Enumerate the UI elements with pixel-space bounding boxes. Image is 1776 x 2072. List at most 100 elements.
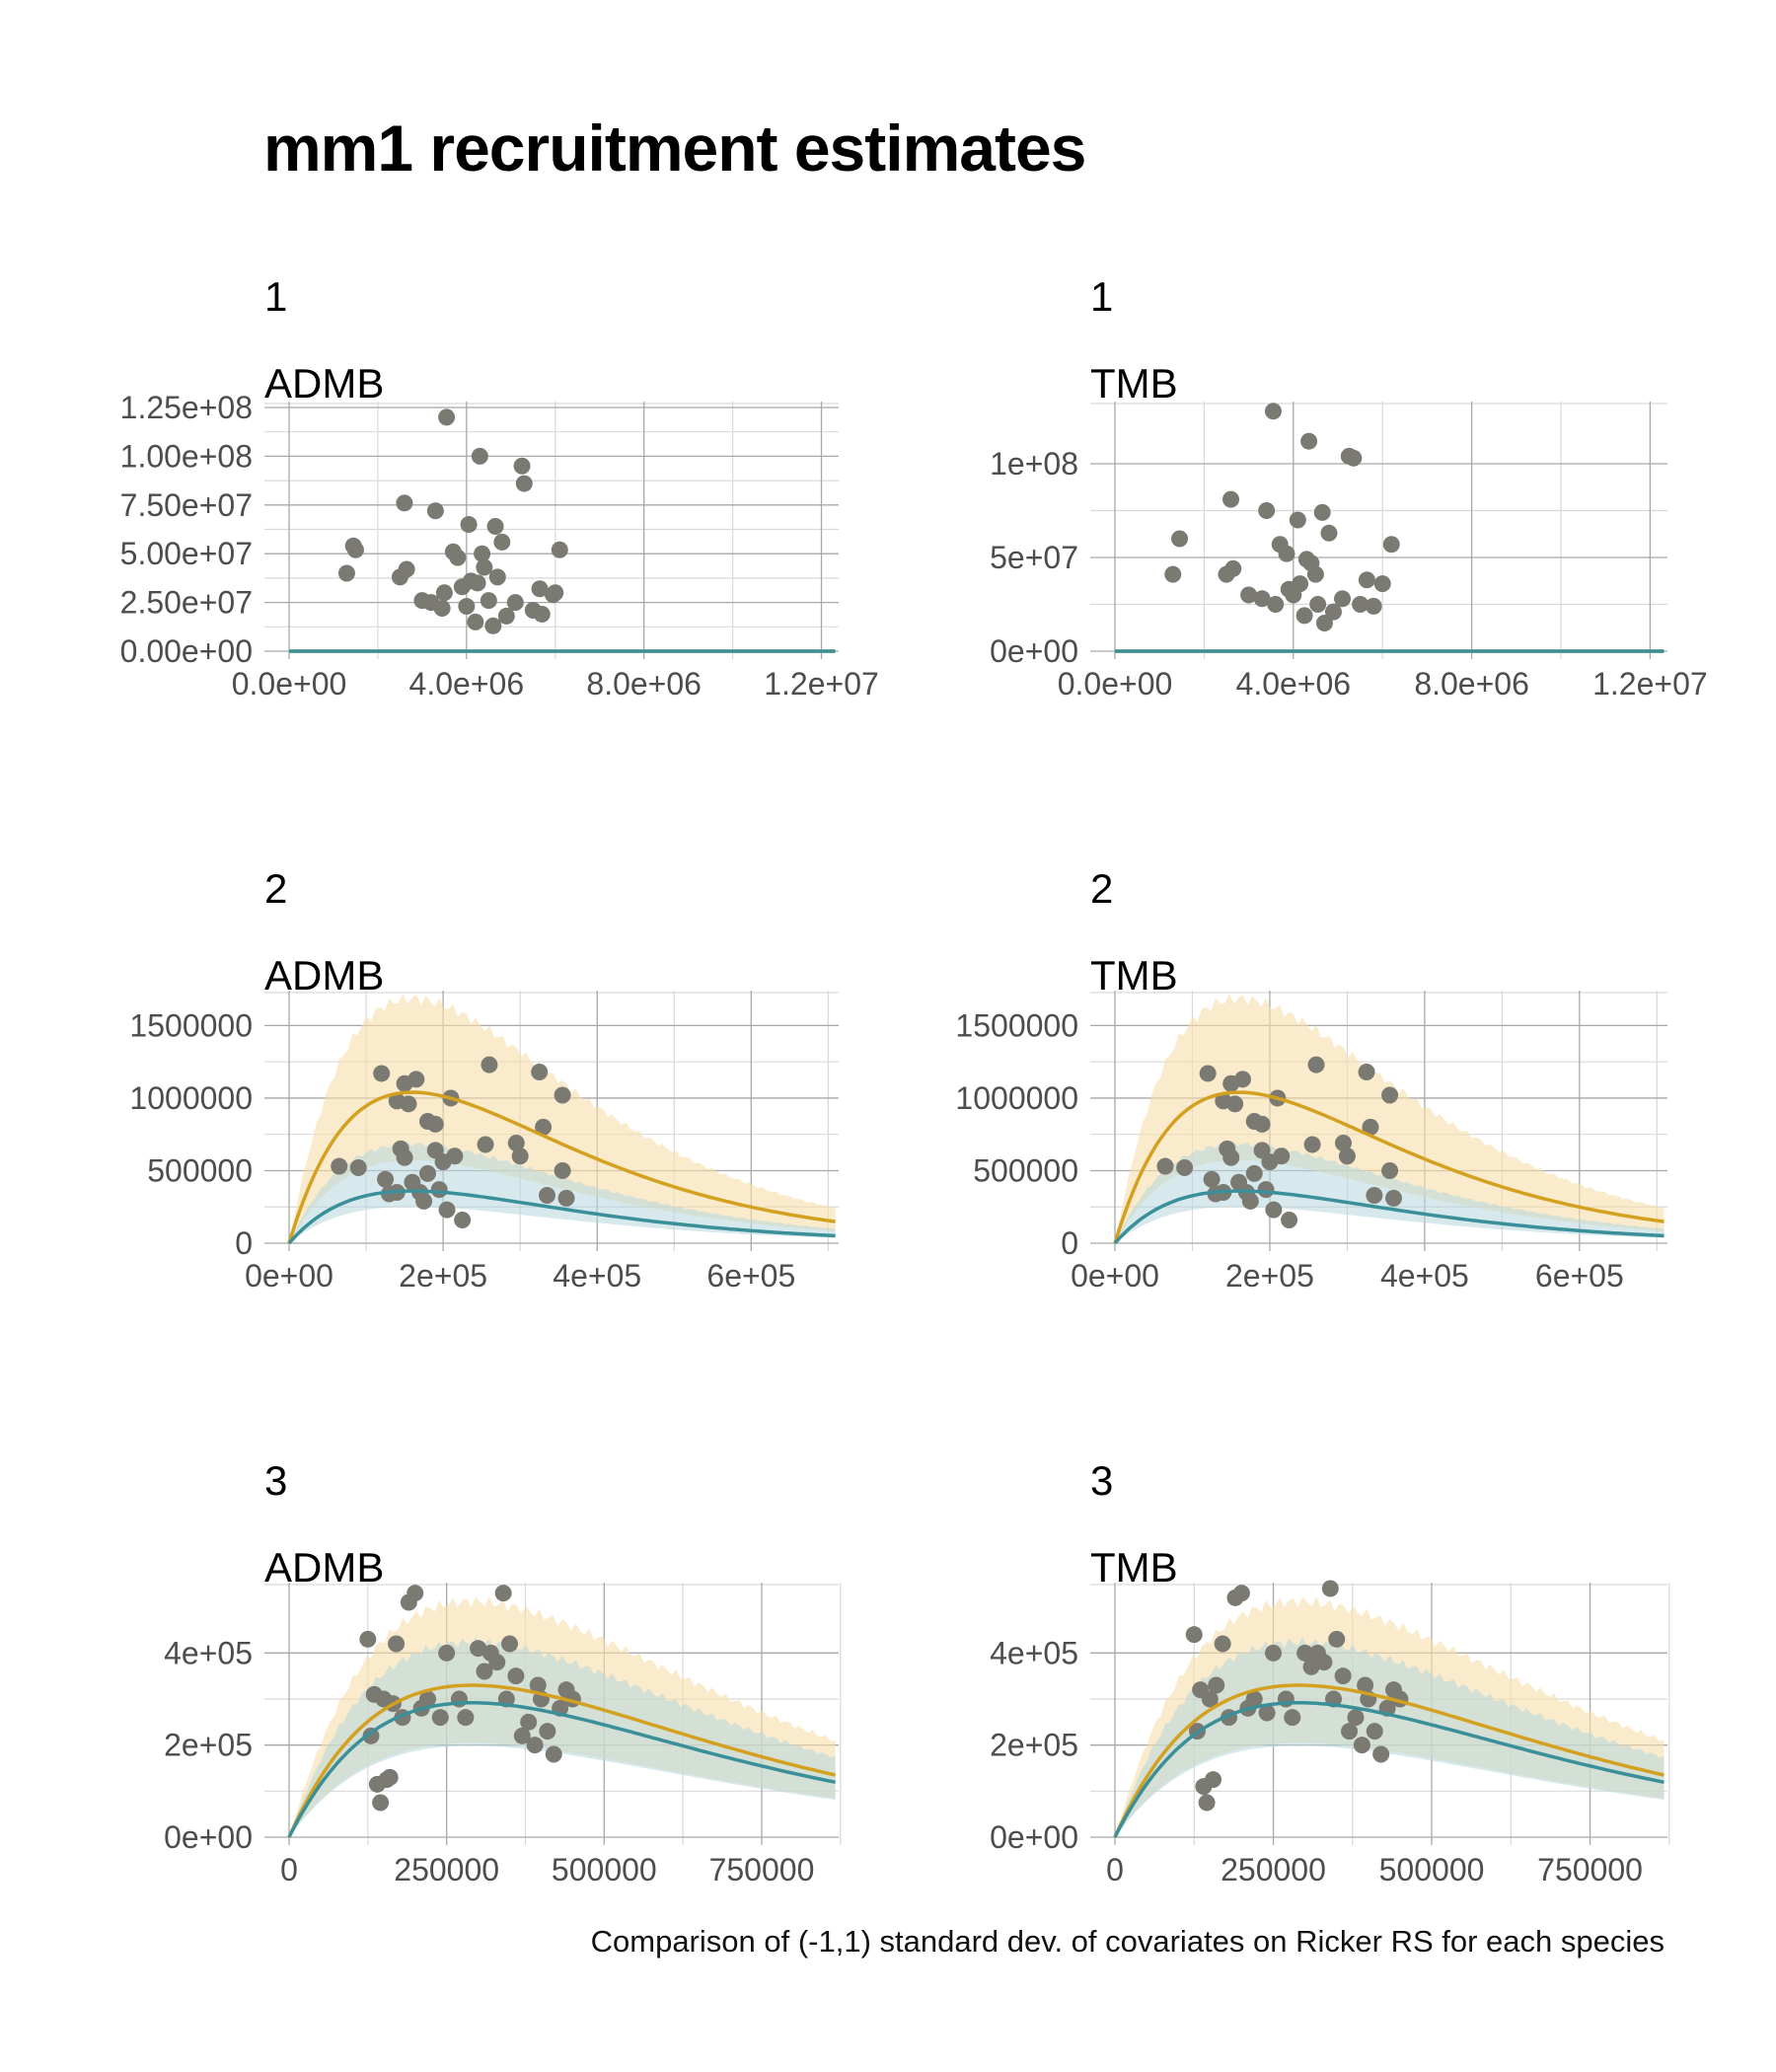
data-point <box>457 1709 475 1727</box>
data-point <box>1334 1667 1352 1685</box>
data-point <box>480 592 497 610</box>
data-point <box>1292 575 1309 593</box>
data-point <box>346 541 364 558</box>
data-point <box>1245 1690 1263 1708</box>
panel-1-admb: 1 ADMB 0.00e+00 2.50e+07 5.00e+07 7.50e+07 1.0… <box>120 273 879 702</box>
data-point <box>1341 1723 1359 1740</box>
panel-1-tmb: 1 TMB 0e+00 5e+07 1e+08 0.0e+00 4.0e+06 8.0e+06… <box>990 273 1708 702</box>
data-point <box>1253 1115 1271 1133</box>
data-point <box>1222 490 1240 508</box>
strip-model-label: ADMB <box>264 952 384 999</box>
data-point <box>476 1663 493 1680</box>
y-tick-label: 5e+07 <box>990 540 1078 575</box>
data-point <box>398 560 415 578</box>
data-point <box>1338 1147 1356 1165</box>
data-point <box>407 1071 425 1088</box>
data-point <box>396 494 413 512</box>
data-point <box>396 1148 413 1166</box>
data-point <box>1199 1065 1217 1082</box>
data-point <box>1358 571 1375 589</box>
strip-species-label: 3 <box>264 1457 287 1504</box>
y-tick-label: 1000000 <box>129 1080 253 1116</box>
data-point <box>1357 1676 1374 1694</box>
x-tick-label: 8.0e+06 <box>1414 666 1529 702</box>
data-point <box>426 1115 444 1133</box>
y-tick-label: 0.00e+00 <box>120 633 253 669</box>
data-point <box>415 1192 433 1210</box>
data-point <box>477 1136 494 1153</box>
data-point <box>1373 575 1391 593</box>
strip-species-label: 3 <box>1090 1457 1113 1504</box>
data-point <box>1303 1136 1321 1153</box>
data-point <box>1281 1211 1298 1228</box>
y-tick-label: 4e+05 <box>164 1635 253 1670</box>
data-point <box>501 1635 519 1653</box>
data-point <box>506 594 524 612</box>
x-tick-label: 750000 <box>709 1852 815 1887</box>
strip-species-label: 2 <box>1090 865 1113 912</box>
x-tick-label: 2e+05 <box>1225 1258 1314 1294</box>
data-point <box>1366 1723 1383 1740</box>
data-point <box>1307 1056 1325 1073</box>
ricker-line-high <box>1113 1090 1665 1244</box>
data-point <box>430 1181 448 1199</box>
strip-species-label: 1 <box>264 273 287 320</box>
data-point <box>1334 590 1352 608</box>
panel-2-tmb: 2 TMB 0 500000 1000000 1500000 0e+00 2e+05 4e+05… <box>955 865 1667 1294</box>
data-point <box>359 1630 377 1648</box>
y-tick-label: 1.25e+08 <box>120 390 253 425</box>
strip-model-label: TMB <box>1090 1544 1178 1591</box>
data-point <box>1241 1192 1259 1210</box>
y-tick-label: 1000000 <box>955 1080 1078 1116</box>
ricker-line-high <box>1113 1683 1665 1838</box>
data-point <box>1253 590 1271 608</box>
data-point <box>539 1723 556 1740</box>
data-point <box>1295 607 1313 625</box>
strip-model-label: ADMB <box>264 360 384 407</box>
strip-species-label: 2 <box>264 865 287 912</box>
chart-title: mm1 recruitment estimates <box>263 111 1086 185</box>
data-point <box>446 1147 464 1165</box>
y-tick-label: 0e+00 <box>164 1819 253 1855</box>
ricker-line-low <box>1113 1189 1665 1245</box>
data-point <box>1381 1086 1399 1104</box>
band-high <box>289 994 836 1243</box>
data-point <box>531 580 549 598</box>
x-tick-label: 750000 <box>1537 1852 1643 1887</box>
data-point <box>1176 1159 1194 1177</box>
data-point <box>1313 503 1331 521</box>
data-point <box>1224 559 1242 577</box>
data-point <box>484 617 502 634</box>
ricker-line-low <box>1113 1700 1665 1838</box>
data-point <box>486 518 504 536</box>
data-point <box>488 568 506 586</box>
data-point <box>481 1056 498 1073</box>
data-point <box>458 598 476 616</box>
data-point <box>1208 1676 1225 1694</box>
data-point <box>1245 1164 1263 1182</box>
data-point <box>1309 596 1327 613</box>
x-tick-label: 250000 <box>394 1852 499 1887</box>
data-point <box>407 1585 424 1602</box>
data-point <box>538 1186 555 1204</box>
panel-2-admb: 2 ADMB 0 500000 1000000 1500000 0e+00 2e+05 4e+0… <box>129 865 839 1294</box>
data-point <box>1198 1794 1216 1812</box>
data-point <box>554 1086 571 1104</box>
data-point <box>1203 1170 1221 1188</box>
data-point <box>533 605 551 623</box>
data-point <box>1156 1157 1174 1175</box>
data-point <box>1233 1071 1251 1088</box>
x-tick-label: 8.0e+06 <box>586 666 702 702</box>
data-point <box>1171 530 1189 548</box>
data-point <box>529 1676 547 1694</box>
x-tick-label: 0e+00 <box>1071 1258 1159 1294</box>
x-tick-label: 2e+05 <box>399 1258 487 1294</box>
x-tick-label: 4e+05 <box>1380 1258 1469 1294</box>
data-point <box>474 545 491 562</box>
y-tick-label: 0e+00 <box>990 1819 1078 1855</box>
strip-species-label: 1 <box>1090 273 1113 320</box>
data-point <box>438 1201 456 1219</box>
data-point <box>1258 502 1276 519</box>
